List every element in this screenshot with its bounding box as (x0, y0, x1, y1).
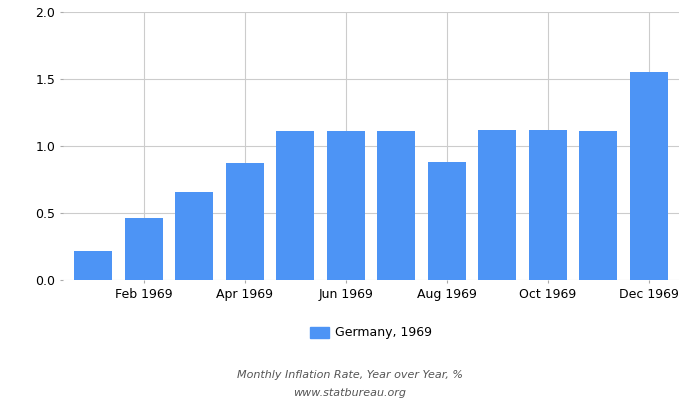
Bar (327, 131, 365, 280)
Bar (276, 131, 314, 280)
Legend: Germany, 1969: Germany, 1969 (310, 326, 432, 340)
Bar (377, 131, 415, 280)
Bar (226, 164, 264, 280)
Bar (528, 130, 567, 280)
Bar (125, 218, 162, 280)
Bar (428, 162, 466, 280)
Bar (580, 131, 617, 280)
Bar (478, 130, 516, 280)
Bar (175, 192, 214, 280)
Bar (74, 250, 112, 280)
Text: www.statbureau.org: www.statbureau.org (293, 388, 407, 398)
Text: Monthly Inflation Rate, Year over Year, %: Monthly Inflation Rate, Year over Year, … (237, 370, 463, 380)
Bar (630, 72, 668, 280)
